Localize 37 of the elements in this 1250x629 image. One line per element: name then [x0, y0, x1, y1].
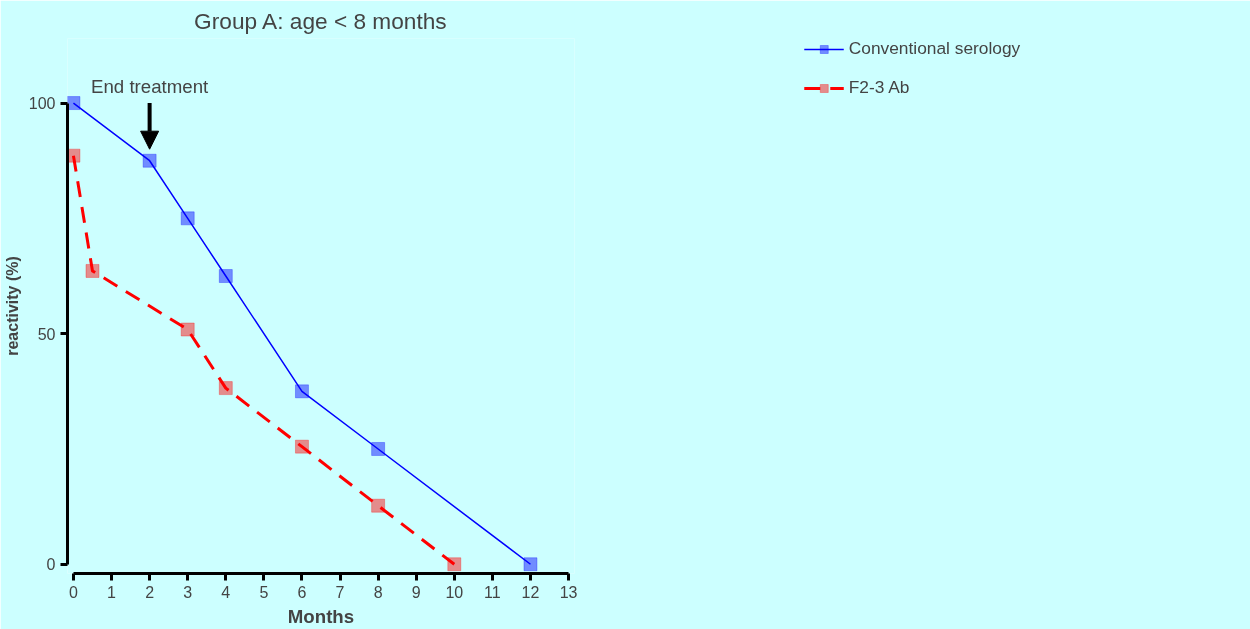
y-tick-label: 50: [37, 325, 56, 343]
point: [294, 384, 309, 399]
point: [523, 557, 538, 572]
point: [371, 441, 386, 456]
point: [142, 153, 157, 168]
x-tick-label: 12: [521, 583, 540, 601]
annotation: End treatment: [91, 76, 210, 98]
x-tick-label: 10: [445, 583, 464, 601]
x-tick-label: 13: [559, 583, 578, 601]
x-tick-label: 11: [484, 583, 501, 601]
point: [67, 148, 81, 163]
x-tick-label: 0: [68, 583, 78, 601]
point: [180, 211, 195, 226]
x-tick-label: 7: [335, 583, 345, 601]
x-tick-label: 2: [145, 583, 155, 601]
y-tick-label: 100: [28, 95, 56, 113]
point: [218, 269, 233, 284]
point: [371, 498, 386, 513]
legend-label: F2-3 Ab: [848, 77, 910, 98]
x-tick-label: 9: [411, 583, 421, 601]
y-axis-title: reactivity (%): [3, 256, 21, 356]
point: [294, 439, 309, 454]
x-tick-label: 3: [183, 583, 193, 601]
x-tick-label: 1: [107, 583, 117, 601]
point: [447, 557, 462, 572]
chart-title: Group A: age < 8 months: [194, 7, 447, 34]
x-tick-label: 6: [297, 583, 307, 601]
point: [67, 96, 81, 111]
x-tick-label: 8: [373, 583, 383, 601]
x-tick-label: 4: [221, 583, 231, 601]
x-tick-label: 5: [259, 583, 269, 601]
y-tick-label: 0: [46, 556, 56, 574]
point: [218, 381, 233, 396]
legend-label: Conventional serology: [848, 38, 1021, 59]
point: [180, 322, 195, 337]
point: [85, 263, 100, 278]
x-axis-title: Months: [287, 605, 355, 627]
